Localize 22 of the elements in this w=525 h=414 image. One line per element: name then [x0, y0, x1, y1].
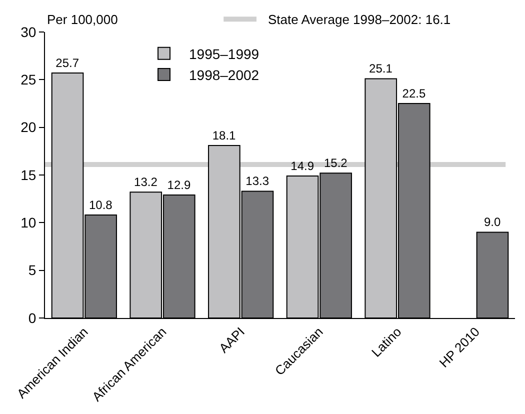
- y-axis-title: Per 100,000: [47, 12, 118, 27]
- y-tick-label: 30: [20, 24, 36, 40]
- legend-label: 1995–1999: [189, 46, 260, 62]
- data-label: 18.1: [212, 128, 236, 142]
- y-tick-label: 25: [20, 72, 36, 88]
- data-label: 9.0: [484, 215, 501, 230]
- y-tick-label: 5: [28, 262, 36, 278]
- legend-label: 1998–2002: [189, 66, 260, 83]
- legend-label: State Average 1998–2002: 16.1: [268, 12, 451, 27]
- data-label: 15.2: [324, 156, 348, 170]
- y-tick-label: 15: [20, 166, 36, 183]
- y-tick-label: 20: [20, 119, 36, 136]
- data-label: 25.7: [56, 56, 80, 70]
- data-label: 13.3: [246, 174, 270, 188]
- data-label: 12.9: [167, 178, 191, 192]
- data-label: 14.9: [290, 158, 314, 173]
- y-tick-label: 0: [28, 310, 36, 326]
- data-label: 25.1: [369, 62, 393, 76]
- data-label: 10.8: [88, 198, 113, 212]
- y-tick-label: 10: [20, 214, 36, 231]
- data-label: 13.2: [134, 175, 158, 190]
- data-label: 22.5: [402, 86, 426, 100]
